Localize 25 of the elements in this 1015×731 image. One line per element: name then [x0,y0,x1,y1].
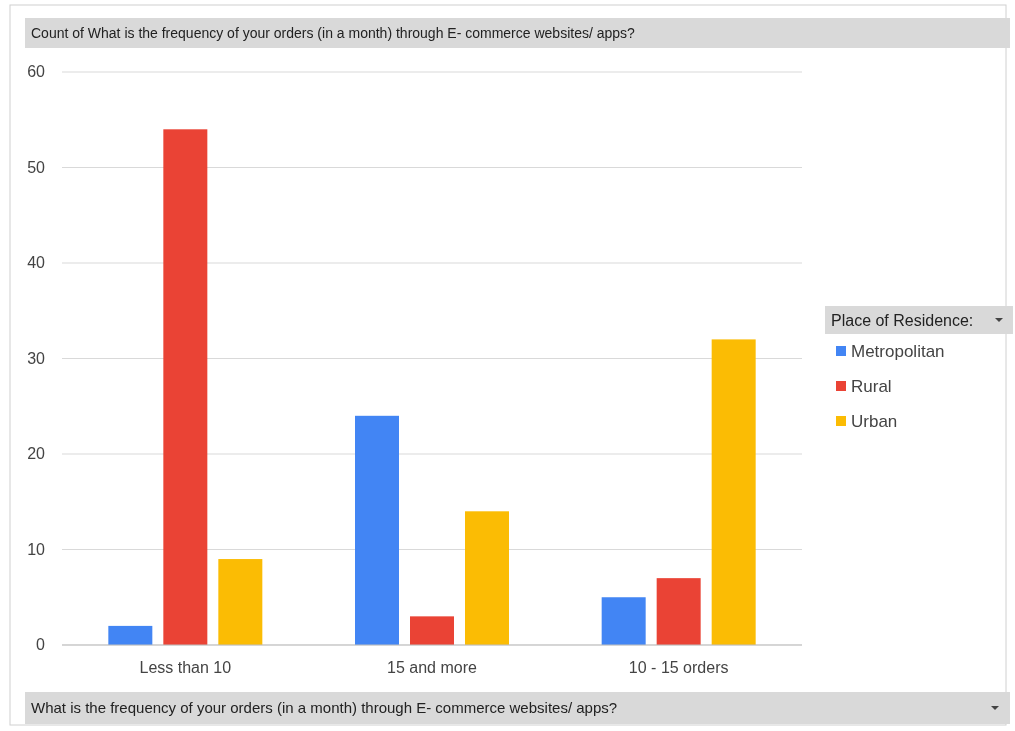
x-tick-label: Less than 10 [139,659,232,676]
bar [601,597,646,645]
legend-title: Place of Residence: [831,312,974,329]
y-tick-label: 20 [27,445,46,462]
chart-title: Count of What is the frequency of your orders (in a month) through E- commerce websites/ apps? [31,25,636,41]
bar [218,559,263,645]
bar [410,616,454,645]
y-tick-label: 50 [27,158,46,176]
bar [465,511,509,645]
x-axis-title: What is the frequency of your orders (in a month) through E- commerce websites/ apps? [31,699,618,716]
y-tick-label: 0 [36,636,46,653]
y-tick-label: 30 [27,349,46,367]
y-tick-label: 10 [27,540,46,558]
legend-label: Urban [851,412,898,431]
bar [711,339,756,645]
legend-label: Rural [851,377,892,396]
bar [656,578,701,645]
x-tick-label: 15 and more [387,659,478,676]
x-tick-label: 10 - 15 orders [628,659,729,676]
bar [163,129,208,645]
bar [355,415,399,645]
legend-label: Metropolitan [851,342,945,361]
y-tick-label: 40 [27,254,46,271]
y-tick-label: 60 [27,63,46,80]
bar [108,625,153,645]
